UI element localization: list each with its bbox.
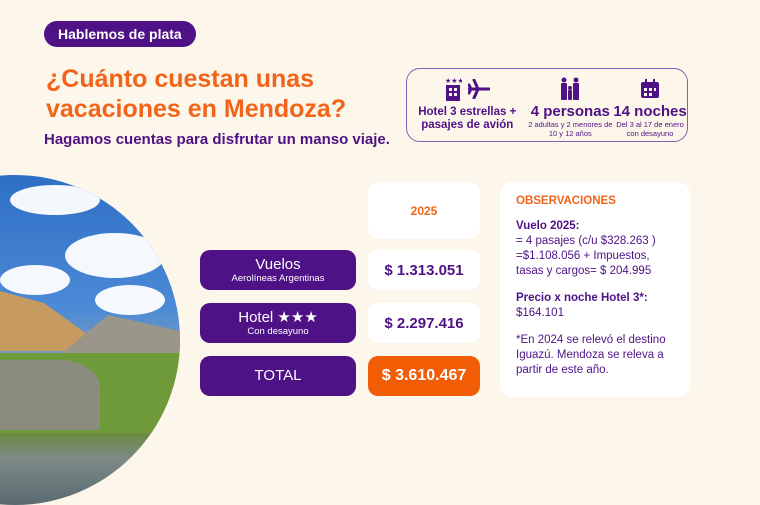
flight-note-heading: Vuelo 2025: <box>516 220 580 232</box>
hotel-note-text: $164.101 <box>516 307 564 319</box>
row-label-sub: Con desayuno <box>247 325 309 337</box>
info-people-count: 4 personas <box>530 103 610 120</box>
page-title: ¿Cuánto cuestan unas vacaciones en Mendo… <box>46 65 347 123</box>
family-icon <box>561 77 580 100</box>
row-label-flights: Vuelos Aerolíneas Argentinas <box>200 250 356 290</box>
info-people-detail: 2 adultas y 2 menores de 10 y 12 años <box>528 120 613 138</box>
hotel-icon: ★★★ <box>445 77 462 101</box>
observations-title: OBSERVACIONES <box>516 195 616 207</box>
info-nights: 14 noches Del 3 al 17 de enero con desay… <box>613 76 687 138</box>
observations-panel: OBSERVACIONES Vuelo 2025: = 4 pasajes (c… <box>500 182 690 397</box>
info-nights-count: 14 noches <box>613 103 687 120</box>
info-hotel-flight: ★★★ Hotel 3 estrellas + pasajes de avión <box>407 76 527 132</box>
flight-note-text: = 4 pasajes (c/u $328.263 ) =$1.108.056 … <box>516 235 656 277</box>
row-label-main: Vuelos <box>255 255 301 273</box>
year-header: 2025 <box>368 182 480 239</box>
value-hotel: $ 2.297.416 <box>368 303 480 343</box>
info-people: 4 personas 2 adultas y 2 menores de 10 y… <box>528 76 613 138</box>
hotel-note-heading: Precio x noche Hotel 3*: <box>516 292 648 304</box>
value-flights: $ 1.313.051 <box>368 250 480 290</box>
destination-note: *En 2024 se relevó el destino Iguazú. Me… <box>516 334 666 376</box>
value-total: $ 3.610.467 <box>368 356 480 396</box>
trip-info-box: ★★★ Hotel 3 estrellas + pasajes de avión… <box>406 68 688 142</box>
row-label-hotel: Hotel ★★★ Con desayuno <box>200 303 356 343</box>
row-label-main: TOTAL <box>254 367 302 384</box>
svg-text:★★★: ★★★ <box>445 77 462 85</box>
info-nights-detail: Del 3 al 17 de enero con desayuno <box>616 120 684 138</box>
row-label-total: TOTAL <box>200 356 356 396</box>
section-tag: Hablemos de plata <box>44 21 196 47</box>
plane-icon <box>468 79 491 99</box>
mendoza-landscape-photo <box>0 175 180 505</box>
row-label-main: Hotel ★★★ <box>238 308 318 326</box>
row-label-sub: Aerolíneas Argentinas <box>231 272 325 284</box>
info-hotel-flight-label: Hotel 3 estrellas + pasajes de avión <box>418 106 517 131</box>
calendar-icon <box>641 79 660 98</box>
page-subtitle: Hagamos cuentas para disfrutar un manso … <box>44 131 390 148</box>
